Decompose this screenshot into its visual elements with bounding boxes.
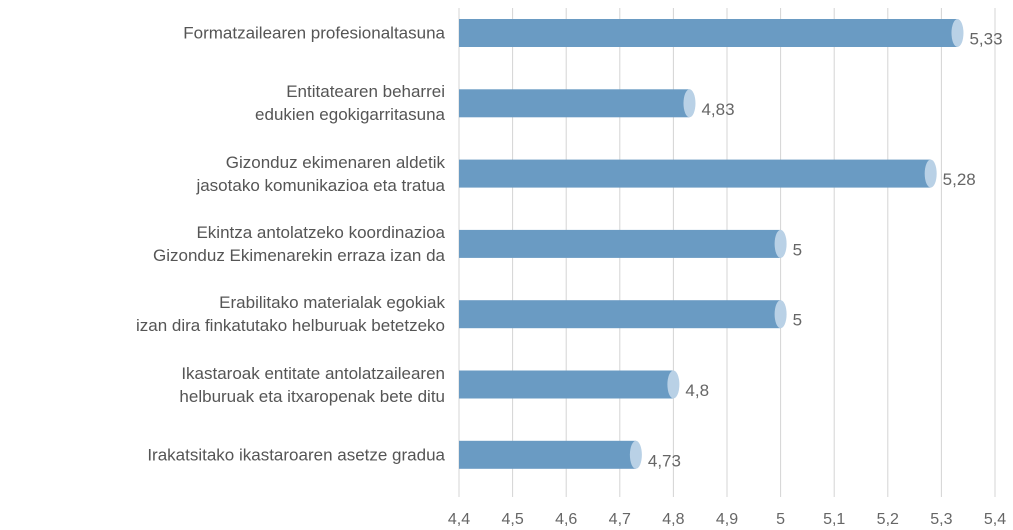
- x-tick-label: 5: [776, 511, 785, 528]
- value-label: 5,28: [943, 170, 976, 189]
- bar-cap: [774, 229, 787, 258]
- category-label: Ekintza antolatzeko koordinazioa Gizondu…: [153, 222, 445, 265]
- x-tick-label: 4,9: [716, 511, 738, 528]
- x-tick-label: 5,3: [930, 511, 952, 528]
- bar: [459, 19, 958, 47]
- category-label: Erabilitako materialak egokiak izan dira…: [135, 293, 445, 336]
- value-label: 5: [793, 240, 802, 259]
- bar: [459, 370, 674, 399]
- bar: [459, 300, 781, 329]
- bar-cap: [924, 159, 937, 188]
- bar-cap: [774, 300, 787, 329]
- value-label: 4,8: [685, 381, 709, 400]
- bar-cap: [629, 440, 642, 469]
- bar: [459, 229, 781, 258]
- x-tick-label: 4,4: [448, 511, 470, 528]
- value-label: 4,83: [701, 100, 734, 119]
- category-label: Entitatearen beharrei edukien egokigarri…: [255, 82, 445, 125]
- bar: [459, 440, 636, 469]
- value-label: 5,33: [969, 29, 1002, 48]
- bar: [459, 89, 690, 118]
- x-tick-label: 5,1: [823, 511, 845, 528]
- bar: [459, 159, 931, 188]
- value-label: 5: [793, 311, 802, 330]
- x-tick-label: 5,2: [877, 511, 899, 528]
- bar-cap: [951, 19, 964, 47]
- x-tick-label: 5,4: [984, 511, 1006, 528]
- x-tick-label: 4,7: [609, 511, 631, 528]
- category-label: Formatzailearen profesionaltasuna: [183, 23, 445, 43]
- bar-cap: [667, 370, 680, 399]
- x-tick-label: 4,6: [555, 511, 577, 528]
- category-label: Ikastaroak entitate antolatzailearen hel…: [179, 363, 445, 406]
- bar-cap: [683, 89, 696, 118]
- value-label: 4,73: [648, 451, 681, 470]
- category-label: Irakatsitako ikastaroaren asetze gradua: [147, 445, 445, 465]
- x-tick-label: 4,5: [501, 511, 523, 528]
- x-tick-label: 4,8: [662, 511, 684, 528]
- category-label: Gizonduz ekimenaren aldetik jasotako kom…: [196, 152, 445, 195]
